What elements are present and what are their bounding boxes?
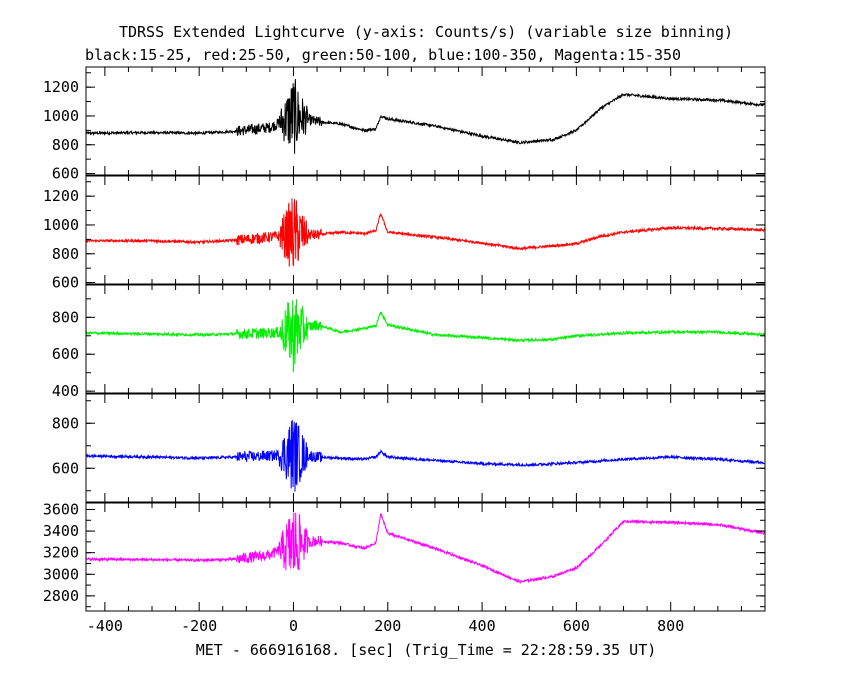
panels-group: 6008001000120060080010001200400600800600… [43, 66, 766, 635]
panel-green: 400 600 800 [52, 284, 766, 400]
panel-frame-green [85, 284, 766, 394]
x-tick-label: 800 [657, 617, 684, 635]
y-tick-label: 600 [52, 165, 79, 183]
chart-subtitle: black:15-25, red:25-50, green:50-100, bl… [85, 46, 681, 64]
y-tick-label: 1000 [43, 216, 79, 234]
panel-frame-blue [85, 393, 766, 503]
y-tick-label: 600 [52, 345, 79, 363]
series-green-line [86, 299, 765, 372]
y-tick-label: 3600 [43, 500, 79, 518]
y-tick-label: 800 [52, 414, 79, 432]
x-tick-label: 200 [374, 617, 401, 635]
series-blue-line [86, 419, 765, 492]
panel-magenta: 2800 3000 3200 3400 3600 [43, 500, 766, 612]
x-tick-label: -200 [181, 617, 217, 635]
y-tick-label: 3000 [43, 565, 79, 583]
y-tick-label: 1000 [43, 107, 79, 125]
y-tick-label: 600 [52, 459, 79, 477]
x-axis-label: MET - 666916168. [sec] (Trig_Time = 22:2… [196, 641, 657, 659]
y-tick-label: 2800 [43, 587, 79, 605]
y-tick-label: 1200 [43, 78, 79, 96]
y-tick-label: 600 [52, 274, 79, 292]
y-tick-label: 3200 [43, 544, 79, 562]
series-red-line [86, 198, 765, 267]
y-tick-label: 1200 [43, 187, 79, 205]
x-tick-label: 400 [469, 617, 496, 635]
x-tick-label: -400 [87, 617, 123, 635]
series-magenta-line [86, 512, 765, 584]
chart-title: TDRSS Extended Lightcurve (y-axis: Count… [119, 23, 733, 41]
y-tick-label: 800 [52, 308, 79, 326]
panel-frame-magenta [85, 502, 766, 612]
panel-black: 600 800 1000 1200 [43, 66, 766, 183]
y-tick-label: 800 [52, 136, 79, 154]
x-tick-label: 600 [563, 617, 590, 635]
series-black-line [86, 78, 765, 154]
panel-blue: 600 800 [52, 393, 766, 503]
panel-frame-black [85, 66, 766, 176]
panel-red: 600 800 1000 1200 [43, 175, 766, 292]
y-tick-label: 400 [52, 382, 79, 400]
y-tick-label: 800 [52, 245, 79, 263]
x-tick-label: 0 [289, 617, 298, 635]
y-tick-label: 3400 [43, 522, 79, 540]
panel-frame-red [85, 175, 766, 285]
